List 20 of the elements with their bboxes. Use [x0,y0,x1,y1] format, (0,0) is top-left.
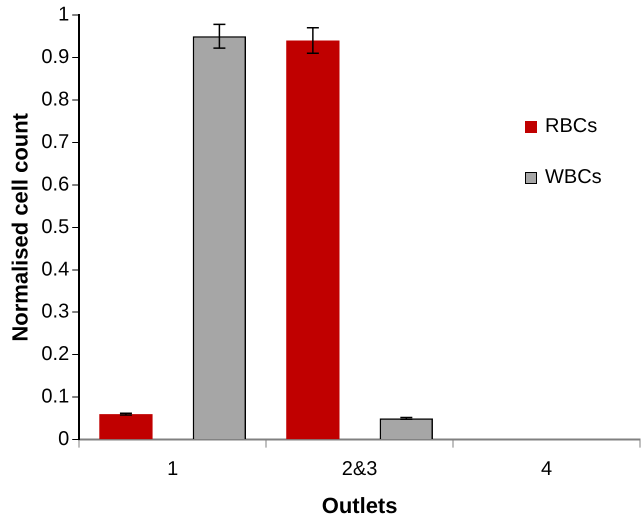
legend-label: WBCs [545,166,602,189]
y-tick-label: 0.1 [41,386,70,408]
x-axis-title: Outlets [322,492,398,518]
bar [286,40,340,440]
x-tick-label: 1 [167,458,178,480]
y-tick-label: 0.4 [41,258,70,280]
y-tick-label: 0.3 [41,300,70,323]
y-tick-label: 0 [58,428,70,450]
y-tick-label: 0.5 [41,216,70,238]
y-tick-label: 0.6 [41,173,70,196]
x-tick-label: 4 [540,458,552,480]
y-tick-label: 0.7 [41,130,70,153]
bar [99,414,153,440]
y-tick-label: 0.8 [41,88,70,110]
y-tick-label: 0.9 [41,46,70,68]
legend-label: RBCs [545,115,598,138]
y-tick-label: 0.2 [41,343,70,366]
y-tick-label: 1 [58,4,70,26]
x-tick-label: 2&3 [342,458,378,480]
y-axis-title: Normalised cell count [7,112,32,342]
